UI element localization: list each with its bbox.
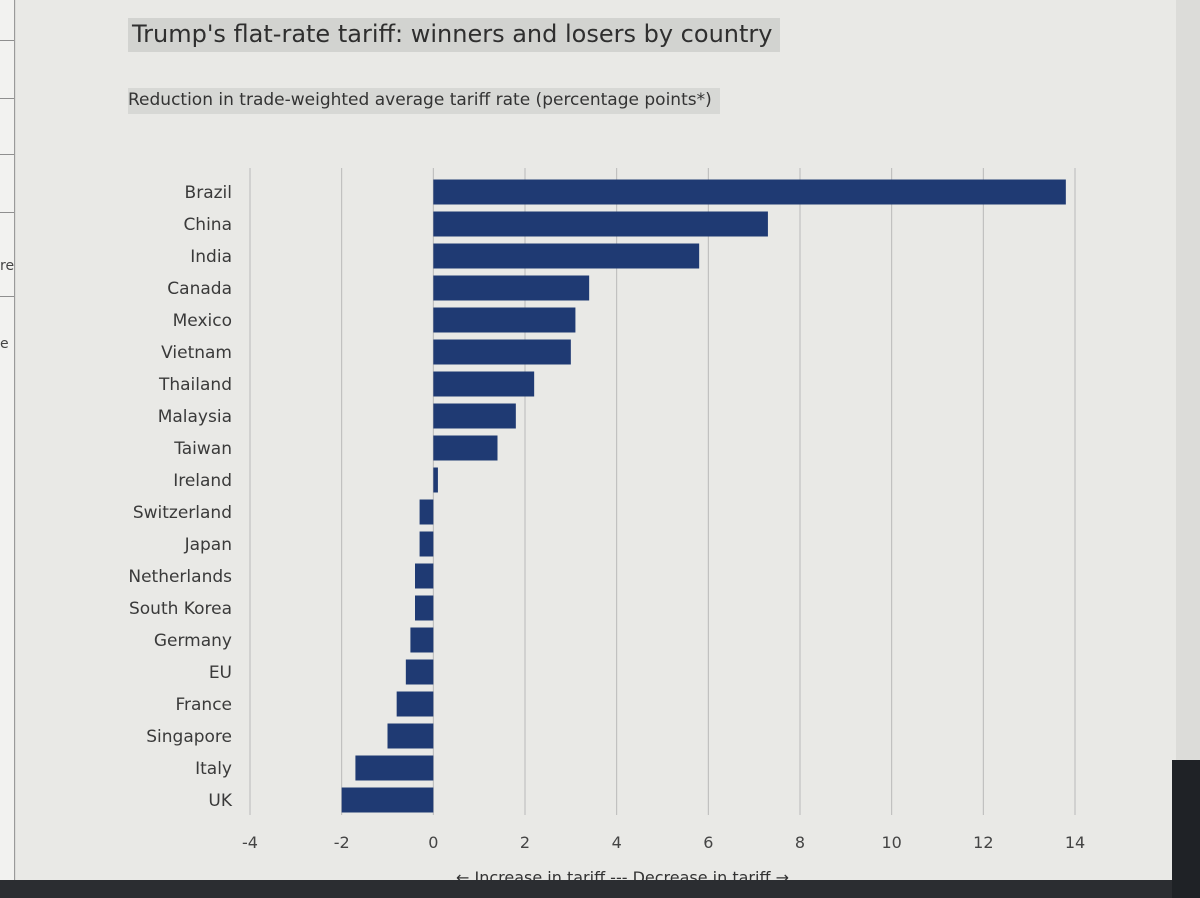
bar <box>433 371 535 397</box>
category-label: France <box>175 695 232 715</box>
bar <box>433 179 1066 205</box>
category-label: Ireland <box>173 471 232 491</box>
category-label: India <box>190 247 232 267</box>
category-label: Switzerland <box>133 503 232 523</box>
category-label: Canada <box>167 279 232 299</box>
bar <box>433 467 438 493</box>
sidebar-divider <box>0 296 14 297</box>
category-label: Mexico <box>173 311 232 331</box>
x-tick-label: -2 <box>334 833 350 852</box>
bar <box>415 595 434 621</box>
bar <box>405 659 434 685</box>
x-tick-label: 0 <box>428 833 438 852</box>
category-label: Singapore <box>146 727 232 747</box>
category-label: China <box>183 215 232 235</box>
bar <box>433 275 590 301</box>
sidebar-divider <box>0 154 14 155</box>
bar <box>433 435 498 461</box>
sidebar-divider <box>0 40 14 41</box>
chart-title: Trump's flat-rate tariff: winners and lo… <box>128 18 781 52</box>
category-label: Malaysia <box>158 407 232 427</box>
bar <box>396 691 434 717</box>
category-label: Netherlands <box>128 567 232 587</box>
sidebar-divider <box>0 98 14 99</box>
x-tick-label: 10 <box>881 833 901 852</box>
bar <box>419 499 434 525</box>
bar <box>387 723 434 749</box>
category-label: South Korea <box>129 599 232 619</box>
bar <box>415 563 434 589</box>
x-tick-label: 6 <box>703 833 713 852</box>
x-tick-label: 4 <box>612 833 622 852</box>
bar <box>410 627 434 653</box>
sidebar-text-fragment[interactable]: e <box>0 336 9 352</box>
bar <box>433 243 700 269</box>
category-label: Vietnam <box>161 343 232 363</box>
monitor-bezel <box>0 880 1200 898</box>
bar <box>433 307 576 333</box>
bar <box>341 787 434 813</box>
x-tick-label: -4 <box>242 833 258 852</box>
x-tick-label: 12 <box>973 833 993 852</box>
bar <box>433 211 768 237</box>
category-label: Thailand <box>158 375 232 395</box>
x-tick-label: 14 <box>1065 833 1085 852</box>
bar <box>433 403 516 429</box>
category-label: Taiwan <box>173 439 232 459</box>
chart-screen <box>16 0 1176 880</box>
bar <box>433 339 571 365</box>
category-label: UK <box>208 791 232 811</box>
bar <box>419 531 434 557</box>
category-label: Brazil <box>185 183 232 203</box>
left-sidebar: re e <box>0 0 15 880</box>
monitor-bezel-corner <box>1172 760 1200 898</box>
category-label: EU <box>209 663 232 683</box>
sidebar-text-fragment[interactable]: re <box>0 258 15 274</box>
sidebar-divider <box>0 212 14 213</box>
category-label: Japan <box>184 535 232 555</box>
x-tick-label: 8 <box>795 833 805 852</box>
category-label: Italy <box>195 759 232 779</box>
bar <box>355 755 434 781</box>
x-tick-label: 2 <box>520 833 530 852</box>
category-label: Germany <box>154 631 232 651</box>
chart-subtitle: Reduction in trade-weighted average tari… <box>128 88 720 114</box>
